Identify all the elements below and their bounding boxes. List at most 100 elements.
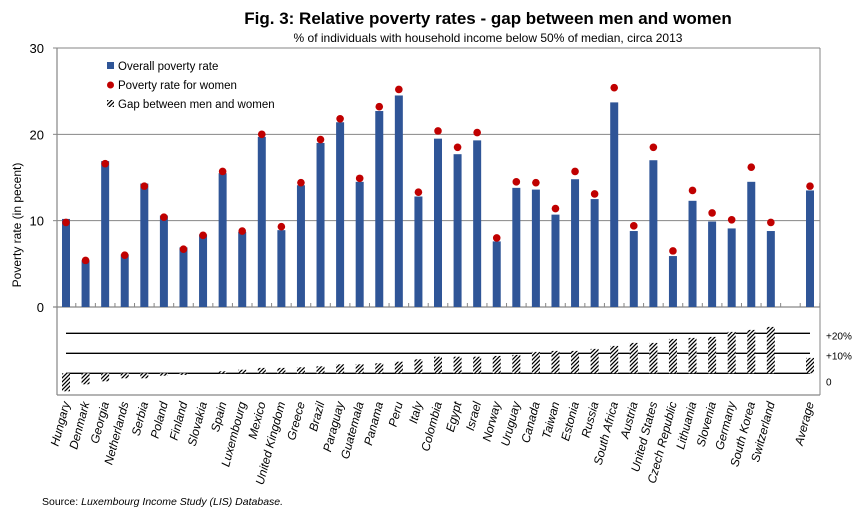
women-dot [747, 163, 756, 171]
y-tick-label: 20 [30, 127, 44, 142]
overall-bar [806, 190, 814, 307]
women-dot [62, 218, 70, 227]
women-dot [590, 190, 599, 198]
women-dot [610, 83, 619, 92]
overall-bar [296, 185, 305, 307]
gap-bar [512, 354, 521, 374]
women-dot [649, 143, 658, 152]
women-dot [571, 167, 579, 176]
women-dot [101, 159, 109, 168]
overall-bar [62, 218, 70, 307]
women-dot [669, 247, 677, 255]
x-tick-label: Average [792, 400, 817, 448]
gap-bar [747, 329, 756, 374]
overall-bar [277, 230, 286, 307]
gap-bar [551, 350, 560, 374]
x-tick-label: Italy [406, 399, 425, 425]
women-dot [688, 186, 697, 195]
women-dot [257, 130, 266, 139]
gap-bar [708, 336, 717, 374]
gap-bar [629, 342, 638, 374]
women-dot [277, 222, 286, 231]
source-text: Luxembourg Income Study (LIS) Database. [81, 496, 284, 508]
legend-square-icon [107, 62, 114, 69]
gap-bar [120, 373, 129, 379]
women-dot [806, 182, 814, 190]
overall-bar [394, 95, 403, 307]
source-note: Source: Luxembourg Income Study (LIS) Da… [42, 496, 283, 508]
x-tick-label: Spain [208, 400, 230, 434]
women-dot [238, 227, 247, 235]
overall-bar [434, 138, 442, 307]
overall-bar [120, 254, 129, 307]
overall-bar [708, 221, 717, 307]
gap-bar [473, 356, 482, 374]
legend-dot-icon [107, 81, 114, 89]
y-tick-label: 10 [30, 214, 44, 229]
overall-bar [629, 231, 638, 307]
x-tick-label: Israel [463, 400, 484, 432]
women-dot [297, 178, 305, 187]
overall-bar [159, 215, 168, 307]
axes: 0 10 20 30 Poverty rate (in pecent) 0 +10% +20% [10, 41, 852, 396]
women-dot [512, 178, 521, 186]
gap-bar [571, 350, 580, 374]
overall-bar [610, 102, 619, 307]
gap-bar [806, 357, 814, 374]
overall-bar [590, 199, 599, 307]
overall-bar [492, 241, 501, 307]
x-tick-label: Egypt [443, 400, 465, 434]
gap-bar [649, 342, 658, 374]
legend: Overall poverty rate Poverty rate for wom… [107, 61, 275, 111]
gap-bar [336, 364, 345, 374]
women-dot [767, 218, 775, 227]
gap-bar [159, 373, 168, 376]
overall-bar [571, 179, 580, 307]
overall-bar [688, 200, 697, 307]
overall-bar [101, 161, 110, 307]
overall-bar [453, 154, 462, 307]
chart-title: Fig. 3: Relative poverty rates - gap bet… [244, 9, 732, 28]
overall-bar [81, 260, 90, 307]
women-dot [316, 135, 325, 144]
gap-bar [277, 367, 286, 374]
women-dot [120, 251, 129, 259]
women-dot [395, 85, 403, 94]
women-dot [199, 231, 207, 240]
women-dot [708, 209, 716, 217]
gap-bar [375, 363, 384, 374]
women-dot [179, 245, 188, 253]
gap-bar [531, 351, 540, 374]
overall-bar [355, 181, 364, 307]
women-dot [336, 114, 344, 123]
legend-hatch-icon [107, 100, 114, 107]
overall-bar [668, 256, 677, 307]
gap-bar [668, 338, 677, 374]
overall-bar [179, 247, 188, 307]
gap-bar [238, 369, 247, 374]
women-dot [434, 127, 442, 135]
overall-bar [727, 228, 736, 307]
gap-bar [492, 355, 501, 374]
gap-bar [766, 326, 775, 374]
y-tick-label: 0 [37, 300, 44, 315]
overall-bar [218, 173, 227, 307]
women-dot [414, 188, 423, 196]
gap-bar [62, 373, 70, 392]
women-dot [355, 174, 364, 183]
women-dot [375, 102, 384, 111]
gap-bar [394, 361, 403, 374]
gap-tick-label: 0 [826, 377, 832, 388]
legend-label: Overall poverty rate [118, 61, 218, 73]
overall-bar [316, 142, 325, 307]
gap-bar [218, 371, 227, 374]
x-tick-label: Peru [386, 400, 406, 428]
gap-bar [296, 367, 305, 374]
gap-bar [727, 331, 736, 374]
overall-bar [473, 140, 482, 307]
gap-bar [688, 337, 697, 374]
women-dot [629, 222, 638, 230]
overall-bar [414, 196, 423, 307]
overall-bars [62, 95, 814, 307]
